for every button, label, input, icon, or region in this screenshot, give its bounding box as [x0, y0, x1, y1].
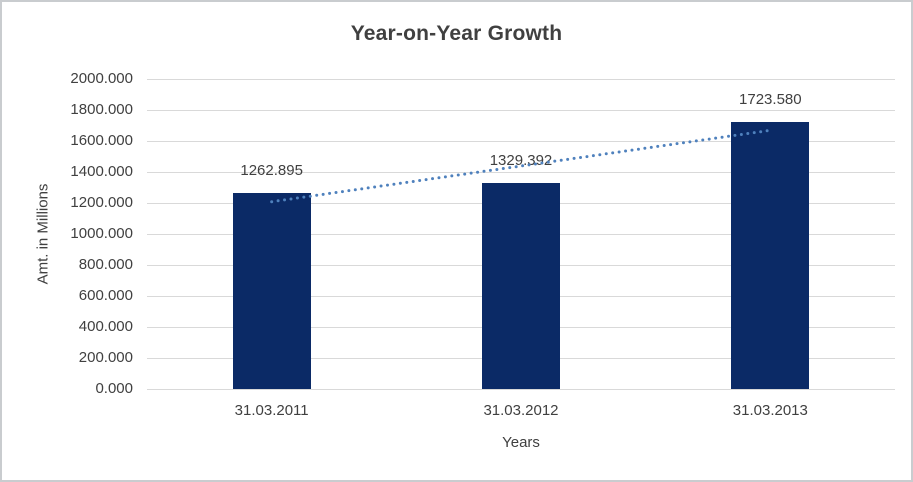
bar [232, 193, 311, 389]
y-tick-label: 1600.000 [70, 132, 133, 149]
gridline [147, 78, 895, 80]
bar [731, 121, 810, 389]
y-tick-label: 1000.000 [70, 225, 133, 242]
x-axis-title: Years [502, 434, 540, 451]
y-tick-label: 400.000 [78, 318, 133, 335]
bar [482, 182, 560, 389]
y-tick-label: 1200.000 [70, 194, 133, 211]
data-label: 1262.895 [240, 162, 303, 180]
y-tick-label: 200.000 [78, 349, 133, 366]
x-tick-label: 31.03.2013 [732, 402, 808, 419]
gridline [147, 388, 895, 390]
x-tick-label: 31.03.2011 [234, 402, 309, 419]
y-tick-label: 0.000 [95, 380, 133, 397]
y-tick-label: 1800.000 [70, 101, 133, 118]
y-tick-label: 800.000 [78, 256, 133, 273]
y-tick-label: 600.000 [78, 287, 133, 304]
y-tick-label: 2000.000 [70, 70, 133, 87]
data-label: 1329.392 [489, 151, 553, 169]
chart-title: Year-on-Year Growth [350, 22, 563, 45]
data-label: 1723.580 [739, 90, 802, 108]
gridline [147, 109, 895, 111]
y-tick-label: 1400.000 [70, 163, 133, 180]
x-tick-label: 31.03.2012 [483, 402, 559, 419]
